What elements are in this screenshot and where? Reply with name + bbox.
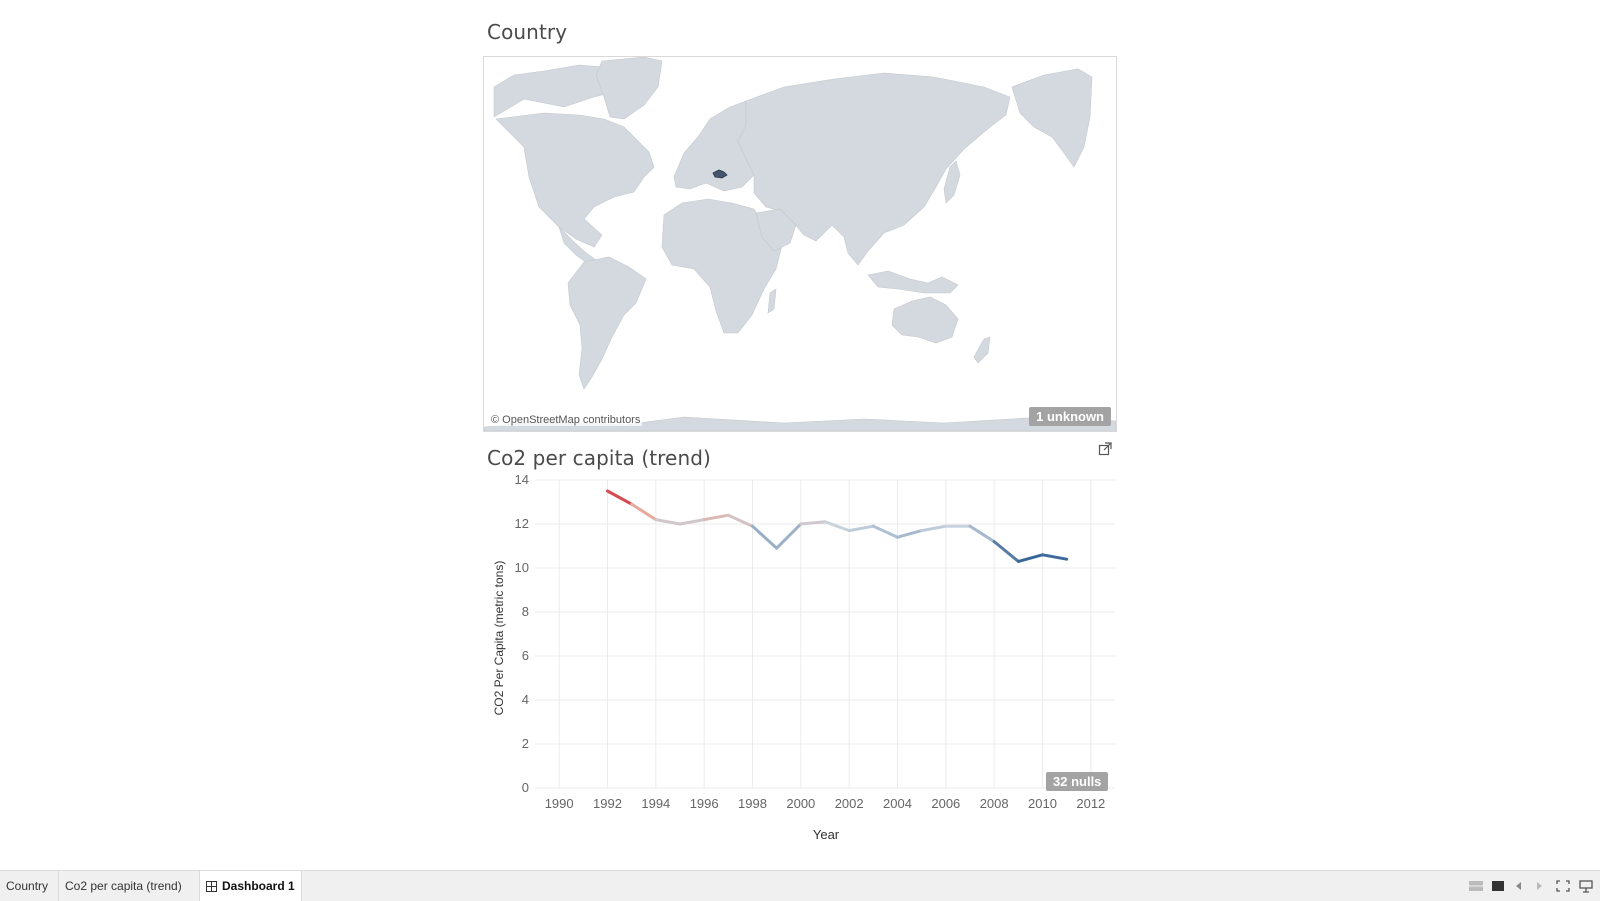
x-tick-label: 1994 [641, 796, 670, 811]
x-tick-label: 1996 [690, 796, 719, 811]
alaska-shape [1011, 68, 1093, 168]
x-tick-label: 1992 [593, 796, 622, 811]
japan-shape [943, 160, 961, 204]
australia-shape [891, 296, 959, 344]
line-segment[interactable] [871, 524, 899, 539]
indonesia-shape [867, 270, 959, 294]
x-tick-label: 1990 [545, 796, 574, 811]
line-segment[interactable] [896, 529, 924, 539]
filmstrip-icon[interactable] [1490, 879, 1506, 893]
y-tick-label: 0 [522, 780, 529, 795]
tab-dashboard-1[interactable]: Dashboard 1 [200, 871, 302, 901]
x-tick-label: 2004 [883, 796, 912, 811]
grid-view-icon[interactable] [1468, 879, 1484, 893]
popout-icon[interactable] [1098, 442, 1112, 456]
arabia-shape [755, 208, 797, 252]
tab-label: Co2 per capita (trend) [65, 879, 182, 893]
line-segment[interactable] [630, 502, 658, 522]
south-america-shape [567, 256, 647, 390]
y-tick-label: 12 [515, 516, 529, 531]
y-tick-label: 4 [522, 692, 529, 707]
line-segment[interactable] [1016, 553, 1044, 563]
line-segment[interactable] [920, 524, 948, 533]
y-tick-label: 14 [515, 472, 529, 487]
line-segment[interactable] [992, 540, 1020, 563]
highlighted-country-czech-republic[interactable] [712, 169, 728, 179]
unknown-badge[interactable]: 1 unknown [1029, 407, 1111, 426]
trend-title: Co2 per capita (trend) [487, 446, 711, 470]
country-map[interactable]: © OpenStreetMap contributors 1 unknown [483, 56, 1117, 432]
line-segment[interactable] [654, 518, 682, 526]
chart-grid [535, 479, 1115, 789]
map-title: Country [487, 20, 568, 44]
madagascar-shape [767, 288, 777, 314]
chart-line [606, 489, 1069, 563]
tab-label: Dashboard 1 [222, 879, 295, 893]
y-tick-label: 10 [515, 560, 529, 575]
y-axis-label: CO2 Per Capita (metric tons) [492, 561, 506, 716]
line-segment[interactable] [799, 520, 827, 526]
line-segment[interactable] [775, 522, 803, 550]
x-tick-labels: 1990 1992 1994 1996 1998 2000 2002 2004 2006 2008… [545, 796, 1106, 811]
x-tick-label: 2006 [931, 796, 960, 811]
y-tick-labels: 0 2 4 6 8 10 12 14 [515, 472, 529, 795]
map-credit: © OpenStreetMap contributors [489, 414, 643, 426]
fullscreen-icon[interactable] [1555, 879, 1571, 893]
x-tick-label: 1998 [738, 796, 767, 811]
x-tick-label: 2012 [1076, 796, 1105, 811]
asia-shape [737, 72, 1011, 266]
nulls-badge[interactable]: 32 nulls [1046, 772, 1109, 791]
line-segment[interactable] [678, 518, 706, 526]
x-tick-label: 2010 [1028, 796, 1057, 811]
tab-country[interactable]: Country [0, 871, 59, 901]
greenland-shape [595, 57, 663, 120]
presentation-icon[interactable] [1578, 879, 1594, 893]
tab-co2-trend[interactable]: Co2 per capita (trend) [59, 871, 200, 901]
y-tick-label: 2 [522, 736, 529, 751]
dashboard-icon [206, 881, 217, 893]
line-segment[interactable] [606, 489, 634, 506]
y-tick-label: 8 [522, 604, 529, 619]
next-icon[interactable] [1531, 879, 1547, 893]
line-segment[interactable] [968, 524, 996, 544]
trend-chart[interactable]: 0 2 4 6 8 10 12 14 1990 1992 1994 1996 1998 2000 2002… [483, 470, 1123, 850]
x-tick-label: 2000 [786, 796, 815, 811]
previous-icon[interactable] [1511, 879, 1527, 893]
line-segment[interactable] [726, 513, 754, 528]
new-zealand-shape [973, 336, 991, 364]
tab-label: Country [6, 879, 49, 893]
line-segment[interactable] [702, 513, 730, 522]
line-chart: 0 2 4 6 8 10 12 14 1990 1992 1994 1996 1998 2000 2002… [492, 472, 1115, 842]
x-axis-label: Year [813, 827, 840, 842]
y-tick-label: 6 [522, 648, 529, 663]
x-tick-label: 2002 [835, 796, 864, 811]
sheet-tab-bar: Country Co2 per capita (trend) Dashboard… [0, 870, 1600, 901]
x-tick-label: 2008 [980, 796, 1009, 811]
line-segment[interactable] [1041, 553, 1069, 561]
line-segment[interactable] [751, 524, 779, 550]
line-segment[interactable] [823, 520, 851, 533]
africa-shape [661, 198, 783, 334]
line-segment[interactable] [847, 524, 875, 533]
world-map [484, 57, 1116, 431]
